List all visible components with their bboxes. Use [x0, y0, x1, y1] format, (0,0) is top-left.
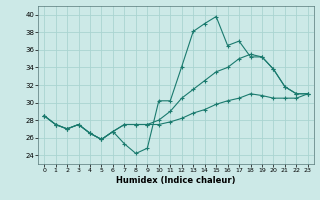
X-axis label: Humidex (Indice chaleur): Humidex (Indice chaleur): [116, 176, 236, 185]
